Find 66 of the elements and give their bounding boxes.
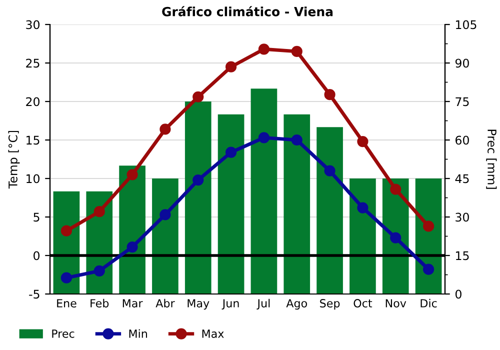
bar (152, 178, 178, 294)
chart-title: Gráfico climático - Viena (162, 6, 333, 16)
bar (250, 88, 278, 294)
point (60, 272, 72, 284)
x-tick-label: Abr (156, 298, 175, 308)
x-tick-label: Nov (386, 299, 406, 308)
legend-label: Min (129, 329, 147, 338)
point (422, 220, 434, 232)
point (94, 265, 105, 276)
y-tick-label: 20 (26, 97, 40, 106)
y-tick-label: 30 (26, 20, 40, 30)
point (192, 174, 204, 186)
y2-tick-label: 90 (455, 58, 469, 68)
legend-label: Prec (52, 330, 74, 338)
x-tick-label: Mar (122, 299, 143, 308)
point (160, 209, 171, 220)
point (390, 232, 402, 244)
y2-tick-label: 60 (456, 136, 469, 145)
bar (218, 114, 244, 294)
point (291, 134, 302, 146)
legend-label: Max (202, 330, 224, 338)
x-tick-label: Dic (420, 298, 437, 308)
y-tick-label: 5 (34, 212, 40, 222)
y2-tick-label: 30 (456, 212, 469, 222)
y2-axis-title: Prec [mm] (486, 130, 497, 189)
y-tick-label: 0 (34, 251, 40, 260)
bar (119, 166, 146, 294)
x-tick-label: Feb (90, 298, 109, 308)
y2-tick-label: 0 (456, 290, 462, 299)
point (192, 91, 204, 102)
point (225, 146, 237, 158)
y2-tick-label: 105 (456, 20, 476, 30)
point (357, 202, 368, 214)
point (390, 184, 402, 195)
x-tick-label: Ago (286, 299, 307, 310)
x-tick-label: Jul (256, 298, 270, 310)
y2-tick-label: 75 (456, 97, 469, 106)
x-tick-label: Ene (57, 299, 76, 308)
bar (184, 102, 212, 294)
y2-tick-label: 15 (456, 251, 469, 260)
point (160, 124, 171, 135)
y-tick-label: 25 (26, 58, 40, 68)
point (324, 89, 336, 100)
point (225, 61, 237, 72)
y-axis-title: Temp [°C] (8, 130, 20, 189)
x-tick-label: Sep (320, 299, 340, 310)
y-tick-label: 10 (26, 174, 40, 184)
point (258, 132, 270, 144)
point (60, 225, 72, 236)
point (94, 206, 105, 218)
point (324, 165, 336, 176)
bar (316, 127, 343, 294)
point (126, 241, 138, 253)
bar (350, 178, 376, 294)
x-tick-label: Oct (354, 299, 372, 308)
y-tick-label: 15 (26, 136, 40, 145)
x-tick-label: Jun (222, 299, 239, 310)
y-tick-label: -5 (29, 290, 40, 299)
point (126, 169, 138, 180)
x-tick-label: May (188, 299, 210, 310)
point (357, 136, 368, 148)
point (422, 264, 434, 275)
point (291, 46, 302, 58)
point (258, 44, 270, 55)
bar (284, 114, 310, 294)
y2-tick-label: 45 (455, 174, 469, 184)
